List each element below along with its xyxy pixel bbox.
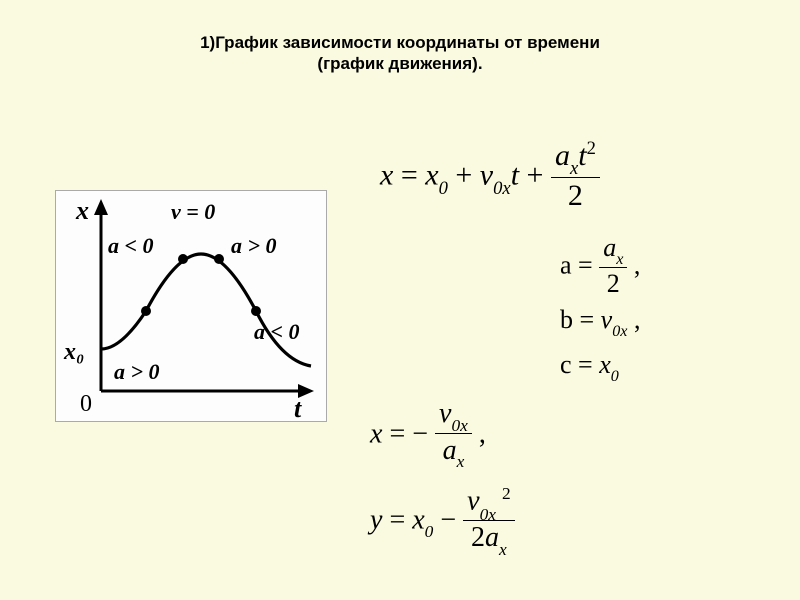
curve-point xyxy=(141,306,151,316)
eq-term: x xyxy=(599,350,611,379)
eq-sup: 2 xyxy=(502,484,511,503)
eq-term: x xyxy=(425,159,438,192)
eq-tail: , xyxy=(634,305,641,334)
graph-annotation: a > 0 xyxy=(114,359,160,384)
eq-term: v xyxy=(480,159,493,192)
graph-annotation: a < 0 xyxy=(254,319,300,344)
eq-fraction: v0x2 2ax xyxy=(463,484,515,558)
curve xyxy=(101,254,311,366)
eq-term: x xyxy=(412,505,424,536)
page-title: 1)График зависимости координаты от време… xyxy=(0,0,800,75)
eq-term: a xyxy=(443,435,457,466)
title-line-2: (график движения). xyxy=(317,54,482,73)
eq-term: a xyxy=(485,522,499,553)
eq-term: a xyxy=(555,139,570,172)
y-axis-label: x xyxy=(75,196,89,225)
x-axis-label: t xyxy=(294,394,302,421)
eq-term: t xyxy=(578,139,586,172)
eq-term: t xyxy=(511,159,519,192)
eq-term: 2 xyxy=(471,522,485,553)
eq-lhs: c xyxy=(560,350,572,379)
equation-coef-a: a = ax 2 , xyxy=(560,235,640,300)
motion-graph: x t x₀ 0 v = 0 a > 0 a < 0 a > 0 a < 0 xyxy=(55,190,327,422)
eq-term: 2 xyxy=(551,178,600,214)
curve-point xyxy=(178,254,188,264)
eq-sub: x xyxy=(499,540,507,559)
curve-point xyxy=(251,306,261,316)
eq-sub: 0 xyxy=(439,178,448,199)
eq-term: 2 xyxy=(599,268,627,299)
eq-sub: 0x xyxy=(480,505,496,524)
motion-graph-svg: x t x₀ 0 v = 0 a > 0 a < 0 a > 0 a < 0 xyxy=(56,191,326,421)
eq-sub: 0 xyxy=(611,368,619,385)
equation-coef-b: b = v0x , xyxy=(560,305,640,339)
graph-annotation-top: v = 0 xyxy=(171,199,215,224)
eq-sub: x xyxy=(616,251,623,268)
eq-neg: − xyxy=(412,418,428,449)
eq-tail: , xyxy=(479,418,486,449)
eq-fraction: axt2 2 xyxy=(551,139,600,214)
eq-lhs: x xyxy=(380,159,393,192)
eq-term: v xyxy=(467,485,479,516)
eq-fraction: ax 2 xyxy=(599,234,627,299)
curve-point xyxy=(214,254,224,264)
graph-annotation: a > 0 xyxy=(231,233,277,258)
eq-sub: 0x xyxy=(451,416,467,435)
eq-lhs: x xyxy=(370,418,382,449)
eq-sub: 0x xyxy=(612,323,627,340)
y-axis-arrow-icon xyxy=(94,199,108,215)
eq-term: v xyxy=(439,398,451,429)
eq-lhs: b xyxy=(560,305,573,334)
eq-lhs: a xyxy=(560,251,572,280)
eq-sub: x xyxy=(457,452,465,471)
eq-fraction: v0x ax xyxy=(435,399,472,471)
y-intercept-label: x₀ xyxy=(63,339,84,365)
eq-op: − xyxy=(440,505,456,536)
eq-sub: 0x xyxy=(493,178,511,199)
eq-sup: 2 xyxy=(587,138,596,159)
equation-vertex-x: x = − v0x ax , xyxy=(370,400,486,472)
eq-tail: , xyxy=(634,251,641,280)
eq-term: a xyxy=(603,233,616,262)
title-line-1: 1)График зависимости координаты от време… xyxy=(200,33,600,52)
eq-lhs: y xyxy=(370,505,382,536)
equation-main: x = x0 + v0xt + axt2 2 xyxy=(380,140,600,215)
eq-sub: 0 xyxy=(425,522,434,541)
eq-sub: x xyxy=(570,158,578,179)
equation-coef-c: c = x0 xyxy=(560,350,619,384)
eq-term: v xyxy=(601,305,613,334)
graph-annotation: a < 0 xyxy=(108,233,154,258)
equation-vertex-y: y = x0 − v0x2 2ax xyxy=(370,485,515,559)
origin-label: 0 xyxy=(80,391,92,417)
